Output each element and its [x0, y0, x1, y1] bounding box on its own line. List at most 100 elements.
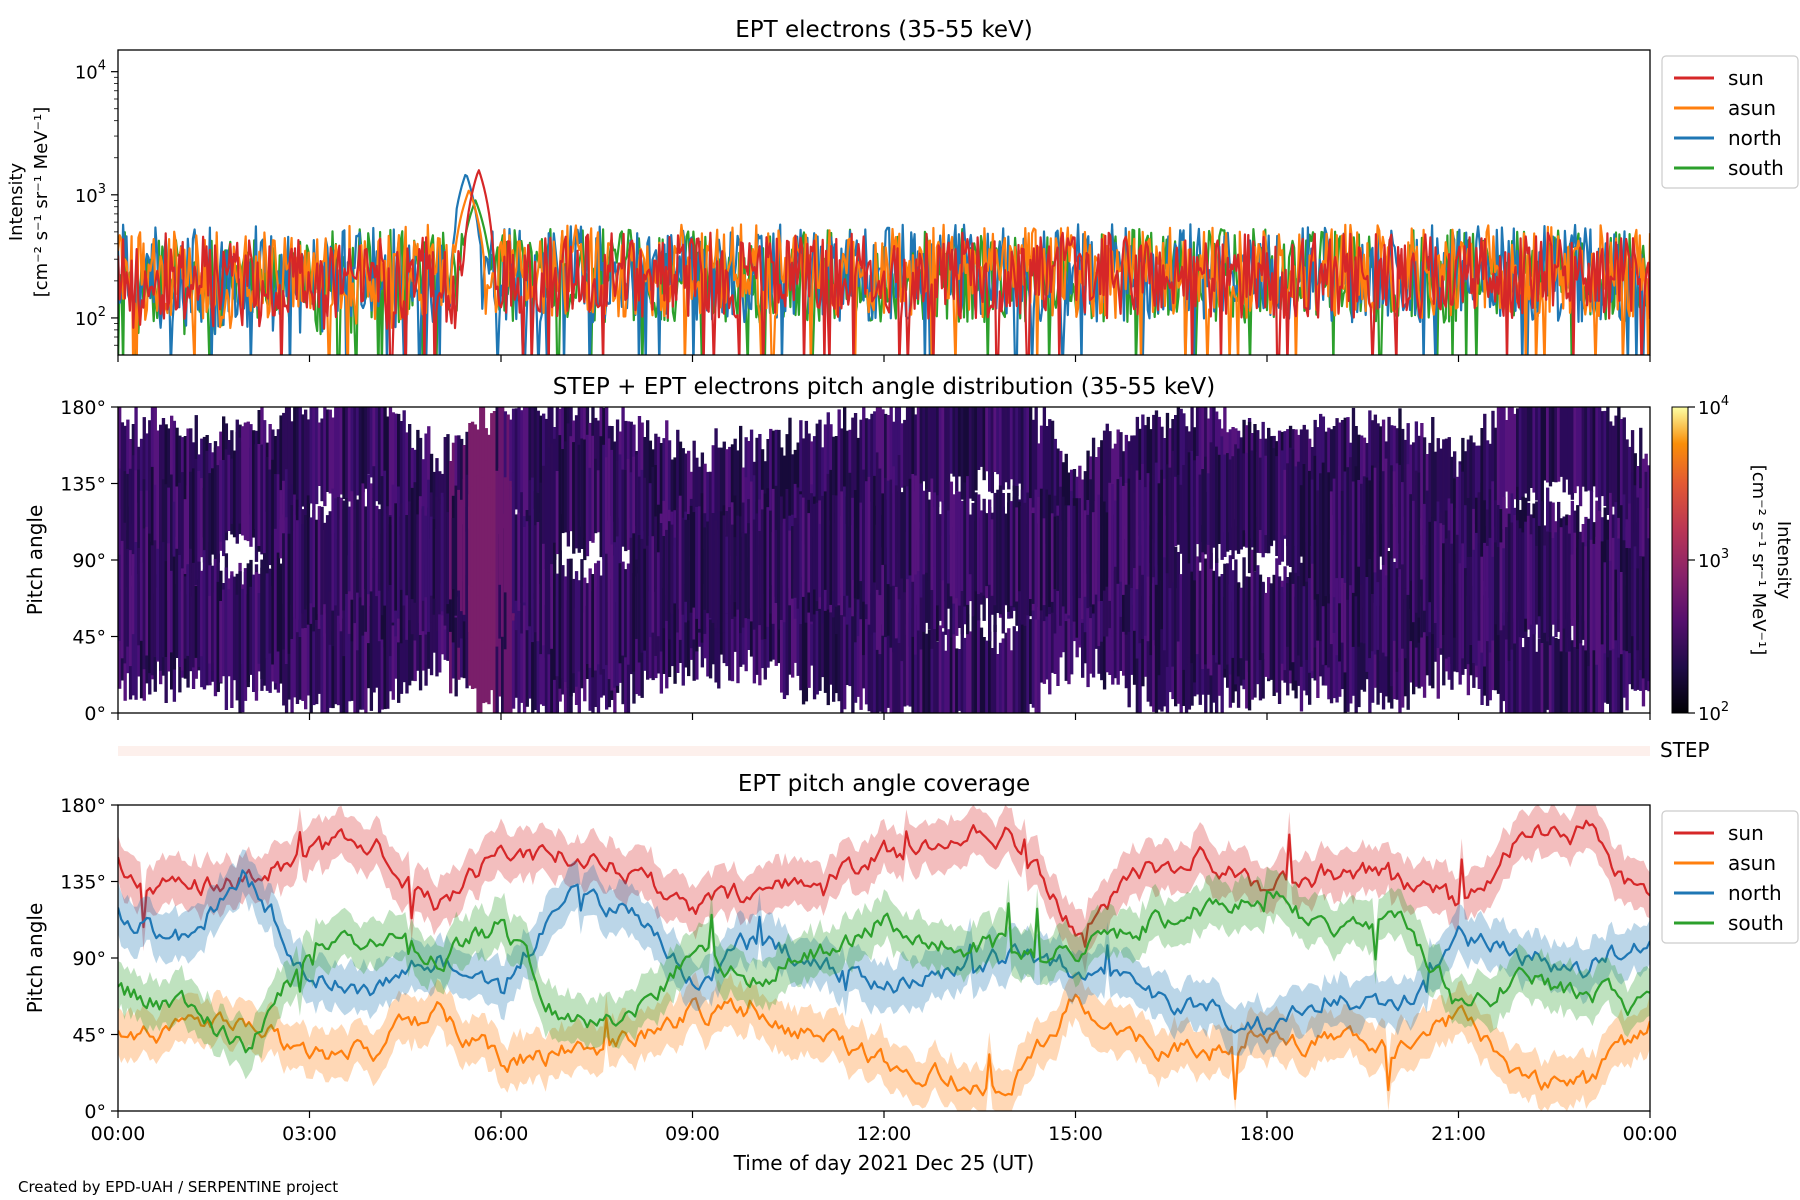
legend-box [1661, 810, 1799, 944]
heatmap-cell [599, 436, 603, 558]
heatmap-cell [771, 532, 776, 624]
heatmap-cell [350, 615, 354, 701]
heatmap-cell [222, 460, 226, 557]
heatmap-cell [118, 468, 122, 579]
heatmap-cell [118, 554, 122, 641]
heatmap-cell [1362, 476, 1367, 577]
heatmap-cell [782, 455, 787, 526]
heatmap-cell [1570, 554, 1575, 626]
heatmap-cell [739, 516, 743, 634]
heatmap-cell [1070, 491, 1074, 625]
heatmap-cell [1182, 465, 1186, 581]
heatmap-cell [621, 561, 625, 656]
heatmap-cell [468, 494, 472, 601]
heatmap-cell [544, 468, 549, 569]
heatmap-cell [1507, 513, 1512, 661]
legend-box [1661, 55, 1799, 189]
heatmap-cell [353, 508, 357, 598]
heatmap-cell [629, 537, 633, 672]
y-tick-label: 90° [72, 948, 106, 970]
heatmap-cell [829, 469, 833, 605]
heatmap-cell [159, 541, 163, 671]
heatmap-cell [1611, 614, 1616, 713]
heatmap-cell [1007, 628, 1011, 713]
y-tick-label: 180° [60, 397, 106, 419]
heatmap-cell [495, 470, 499, 595]
heatmap-cell [867, 607, 871, 712]
heatmap-cell [993, 624, 997, 713]
x-tick-label: 18:00 [1240, 1123, 1295, 1145]
heatmap-cell [610, 449, 614, 574]
heatmap-cell [684, 453, 688, 552]
heatmap-cell [1483, 542, 1487, 667]
heatmap-cell [438, 557, 442, 673]
heatmap-cell [1176, 407, 1181, 523]
heatmap-cell [1258, 457, 1263, 530]
heatmap-cell [911, 474, 915, 582]
heatmap-cell [1045, 489, 1049, 617]
heatmap-cell [1368, 410, 1372, 535]
heatmap-cell [706, 471, 710, 542]
heatmap-cell [191, 562, 196, 668]
heatmap-cell [427, 479, 431, 632]
heatmap-cell [399, 421, 404, 535]
heatmap-cell [555, 573, 560, 677]
heatmap-cell [834, 495, 839, 607]
heatmap-cell [172, 420, 177, 555]
heatmap-cell [1130, 551, 1134, 631]
heatmap-cell [1488, 443, 1492, 515]
heatmap-cell [454, 485, 458, 616]
heatmap-cell [1450, 456, 1454, 542]
heatmap-cell [676, 514, 680, 633]
heatmap-cell [949, 407, 954, 474]
heatmap-cell [180, 472, 185, 592]
heatmap-cell [506, 489, 510, 582]
heatmap-cell [1398, 560, 1402, 659]
heatmap-cell [1496, 547, 1501, 636]
heatmap-cell [290, 604, 294, 713]
heatmap-cell [919, 622, 923, 713]
heatmap-cell [492, 537, 497, 628]
heatmap-cell [131, 455, 136, 576]
heatmap-cell [451, 518, 456, 590]
heatmap-cell [161, 418, 166, 534]
heatmap-cell [468, 423, 472, 529]
heatmap-cell [139, 490, 144, 582]
heatmap-cell [418, 500, 423, 624]
heatmap-cell [1554, 637, 1558, 713]
heatmap-cell [1567, 533, 1572, 652]
heatmap-cell [859, 419, 863, 506]
heatmap-cell [605, 553, 609, 666]
heatmap-cell [202, 550, 207, 690]
heatmap-cell [574, 444, 579, 549]
heatmap-cell [908, 523, 912, 647]
heatmap-cell [615, 460, 620, 548]
heatmap-cell [315, 519, 319, 620]
heatmap-cell [139, 562, 144, 641]
heatmap-cell [1628, 548, 1632, 654]
heatmap-cell [361, 483, 365, 606]
heatmap-cell [164, 561, 168, 657]
heatmap-cell [536, 586, 540, 713]
heatmap-cell [1018, 407, 1022, 484]
heatmap-cell [1190, 450, 1194, 572]
heatmap-cell [1559, 407, 1564, 477]
heatmap-cell [293, 407, 297, 512]
heatmap-cell [1288, 447, 1293, 567]
heatmap-cell [1319, 473, 1323, 589]
heatmap-cell [1360, 602, 1364, 690]
heatmap-cell [312, 623, 316, 706]
heatmap-cell [1584, 407, 1588, 492]
heatmap-cell [397, 486, 401, 619]
heatmap-cell [1540, 407, 1544, 511]
heatmap-cell [1576, 407, 1580, 487]
heatmap-cell [1009, 407, 1014, 480]
heatmap-cell [410, 487, 415, 600]
heatmap-cell [1031, 609, 1036, 708]
heatmap-cell [424, 433, 428, 565]
heatmap-cell [1390, 534, 1394, 687]
heatmap-cell [315, 622, 319, 705]
heatmap-cell [815, 423, 819, 539]
heatmap-cell [1346, 554, 1350, 651]
heatmap-cell [640, 538, 644, 653]
